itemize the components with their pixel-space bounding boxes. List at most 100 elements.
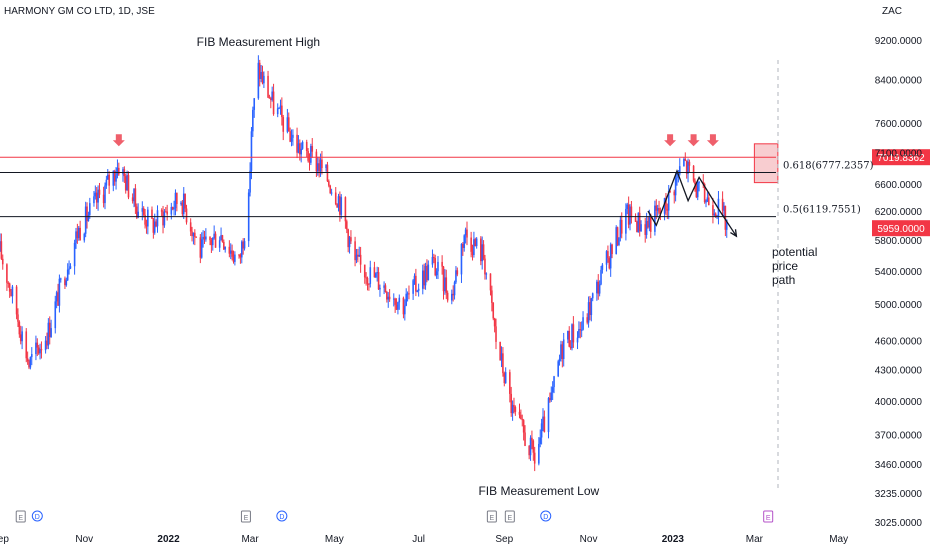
candle-down — [26, 358, 29, 362]
candle-up — [405, 293, 408, 306]
candle-down — [616, 227, 619, 245]
candle-down — [79, 227, 81, 241]
candle-up — [174, 192, 177, 209]
candle-up — [481, 244, 483, 262]
candle-down — [509, 372, 511, 394]
annotation-potential-price-path: path — [772, 273, 795, 287]
candle-down — [366, 277, 369, 284]
candle-down — [395, 304, 398, 310]
candle-down — [17, 314, 19, 322]
candle-down — [434, 258, 437, 276]
candle-down — [569, 346, 572, 349]
candle-down — [354, 241, 356, 261]
candle-down — [521, 419, 524, 421]
candle-up — [243, 241, 246, 249]
candle-down — [357, 254, 359, 257]
candle-up — [73, 242, 76, 267]
candle-down — [268, 97, 271, 99]
candle-up — [538, 443, 540, 464]
candle-down — [703, 183, 706, 203]
candle-down — [528, 445, 530, 456]
candle-down — [232, 256, 235, 262]
candle-down — [665, 198, 667, 210]
earnings-marker-letter: E — [18, 515, 23, 522]
earnings-marker — [15, 510, 26, 523]
candle-down — [484, 258, 486, 275]
y-tick-label: 4000.0000 — [875, 397, 923, 408]
earnings-marker-letter: E — [507, 515, 512, 522]
candle-up — [55, 292, 58, 302]
candle-up — [435, 271, 438, 276]
candle-up — [205, 236, 207, 240]
candle-down — [102, 194, 105, 204]
candle-down — [272, 91, 275, 115]
candle-down — [491, 290, 493, 303]
candle-down — [492, 302, 495, 319]
candle-up — [0, 241, 1, 252]
candle-down — [184, 193, 186, 209]
candle-down — [359, 254, 362, 265]
candle-up — [271, 91, 273, 100]
candle-up — [54, 301, 57, 329]
candle-down — [694, 180, 696, 185]
candle-up — [598, 284, 601, 294]
candle-down — [336, 204, 338, 208]
candle-up — [417, 288, 420, 291]
candle-down — [423, 270, 425, 286]
dividend-marker-letter: D — [543, 514, 548, 521]
candle-down — [532, 440, 535, 453]
candle-up — [276, 108, 279, 115]
candle-up — [330, 192, 333, 194]
candle-down — [242, 241, 244, 249]
candle-down — [86, 206, 88, 222]
x-tick-label: Nov — [580, 534, 598, 545]
candle-down — [377, 272, 380, 290]
candle-up — [437, 261, 439, 272]
candle-up — [618, 237, 620, 245]
candle-up — [84, 206, 87, 234]
candle-up — [663, 198, 666, 214]
candle-down — [64, 278, 66, 286]
candle-down — [347, 229, 349, 248]
candle-up — [387, 296, 390, 300]
candle-down — [482, 244, 485, 259]
candle-up — [301, 141, 304, 149]
candle-up — [286, 117, 289, 132]
candle-up — [725, 219, 728, 230]
x-tick-label: May — [325, 534, 344, 545]
candle-down — [466, 229, 468, 238]
dividend-marker — [31, 510, 43, 522]
dividend-marker — [540, 510, 552, 522]
candle-down — [210, 240, 213, 246]
candle-up — [416, 290, 419, 292]
candle-up — [278, 107, 280, 109]
candle-up — [65, 280, 68, 286]
candle-down — [281, 105, 283, 118]
candle-up — [69, 266, 72, 269]
candle-up — [75, 231, 77, 243]
candle-down — [489, 273, 492, 291]
candle-up — [93, 196, 95, 204]
candle-down — [145, 224, 148, 227]
candle-down — [636, 221, 638, 233]
candle-down — [688, 161, 691, 166]
candle-up — [224, 246, 227, 250]
candle-down — [48, 322, 51, 338]
candle-up — [376, 272, 378, 274]
fib-level-label: 0.618(6777.2357) — [783, 160, 874, 171]
candle-up — [240, 241, 243, 258]
candle-down — [18, 321, 21, 335]
candle-down — [40, 349, 43, 351]
candle-up — [500, 353, 503, 361]
candle-up — [260, 72, 262, 79]
candle-down — [441, 261, 443, 267]
candle-down — [46, 340, 48, 346]
candle-down — [627, 204, 630, 225]
candle-up — [116, 167, 119, 176]
candle-down — [499, 341, 501, 361]
candle-down — [28, 361, 30, 368]
candle-down — [495, 326, 497, 342]
candle-down — [238, 254, 240, 256]
candle-up — [550, 392, 553, 401]
